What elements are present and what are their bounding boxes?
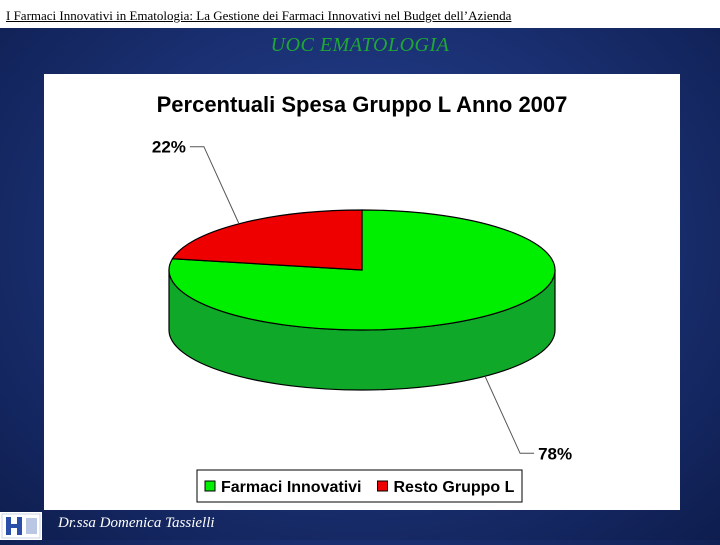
- legend-swatch-1: [377, 480, 388, 492]
- slide-header-text: I Farmaci Innovativi in Ematologia: La G…: [6, 8, 512, 23]
- data-label-1: 22%: [152, 138, 186, 157]
- legend-label-0: Farmaci Innovativi: [221, 479, 362, 496]
- legend-box: [196, 469, 523, 503]
- chart-title: Percentuali Spesa Gruppo L Anno 2007: [157, 92, 568, 117]
- slide-header: I Farmaci Innovativi in Ematologia: La G…: [0, 0, 720, 28]
- leader-line-0: [484, 376, 535, 454]
- legend-swatch-0: [204, 480, 216, 492]
- slide-subtitle: UOC EMATOLOGIA: [270, 34, 450, 56]
- legend-label-1: Resto Gruppo L: [394, 479, 515, 496]
- chart-panel: Percentuali Spesa Gruppo L Anno 2007 78%…: [44, 74, 680, 510]
- data-label-0: 78%: [538, 444, 572, 463]
- pie-slice-1: [171, 209, 363, 271]
- leader-line-1: [189, 146, 240, 224]
- pie-chart: Percentuali Spesa Gruppo L Anno 2007 78%…: [152, 92, 572, 503]
- pie-slice-0: [168, 209, 556, 331]
- footer-author: Dr.ssa Domenica Tassielli: [58, 515, 215, 531]
- hospital-logo: [0, 512, 42, 540]
